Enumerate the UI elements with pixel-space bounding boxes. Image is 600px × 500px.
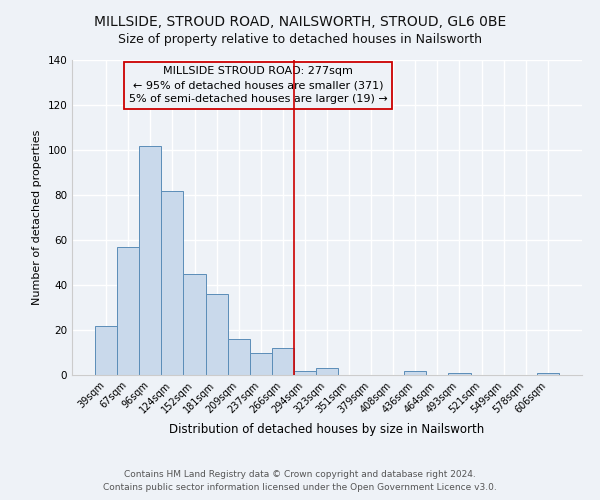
Bar <box>184 274 206 375</box>
Bar <box>316 368 338 375</box>
Bar <box>227 339 250 375</box>
Bar <box>537 373 559 375</box>
Bar <box>294 370 316 375</box>
Bar <box>272 348 294 375</box>
Bar <box>404 370 427 375</box>
Bar <box>161 190 184 375</box>
Bar <box>139 146 161 375</box>
X-axis label: Distribution of detached houses by size in Nailsworth: Distribution of detached houses by size … <box>169 423 485 436</box>
Bar <box>448 373 470 375</box>
Bar <box>206 294 227 375</box>
Text: Size of property relative to detached houses in Nailsworth: Size of property relative to detached ho… <box>118 32 482 46</box>
Text: MILLSIDE, STROUD ROAD, NAILSWORTH, STROUD, GL6 0BE: MILLSIDE, STROUD ROAD, NAILSWORTH, STROU… <box>94 15 506 29</box>
Y-axis label: Number of detached properties: Number of detached properties <box>32 130 42 305</box>
Text: MILLSIDE STROUD ROAD: 277sqm
← 95% of detached houses are smaller (371)
5% of se: MILLSIDE STROUD ROAD: 277sqm ← 95% of de… <box>129 66 388 104</box>
Bar <box>95 326 117 375</box>
Text: Contains HM Land Registry data © Crown copyright and database right 2024.
Contai: Contains HM Land Registry data © Crown c… <box>103 470 497 492</box>
Bar <box>250 352 272 375</box>
Bar <box>117 246 139 375</box>
